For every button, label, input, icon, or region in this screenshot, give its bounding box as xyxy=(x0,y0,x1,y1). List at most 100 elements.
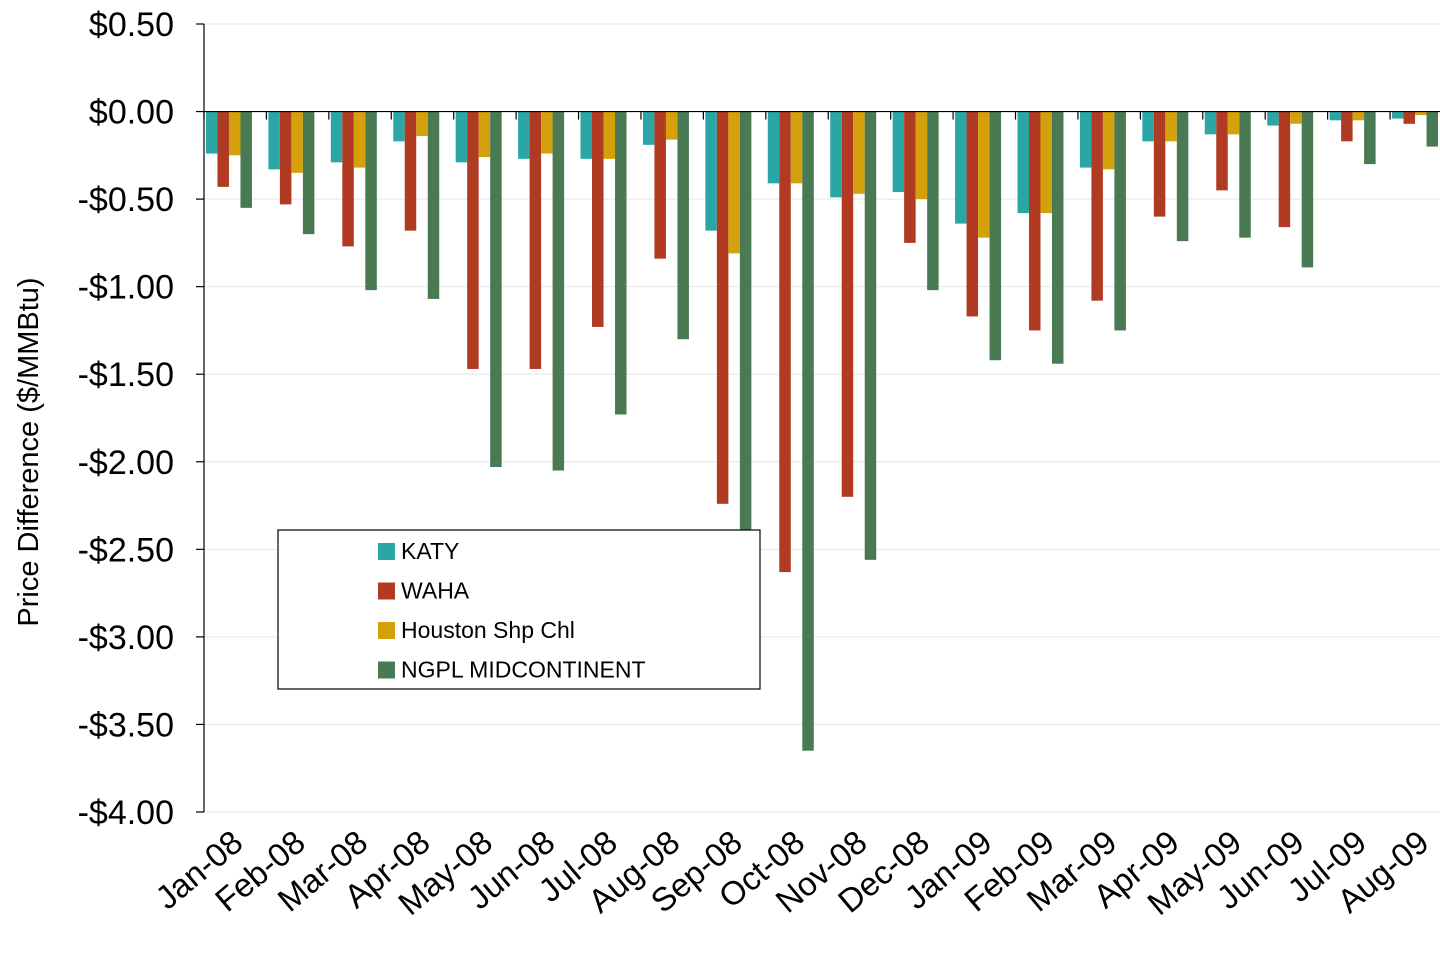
bar xyxy=(1040,111,1052,214)
bar xyxy=(1239,111,1251,238)
y-tick-label: -$3.00 xyxy=(78,619,174,657)
bar xyxy=(830,111,842,198)
bar xyxy=(1028,111,1041,331)
legend-swatch xyxy=(378,661,395,679)
bar xyxy=(1364,111,1376,165)
bar xyxy=(240,111,252,208)
y-tick-label: -$1.00 xyxy=(78,269,174,307)
bar xyxy=(404,111,417,231)
bar xyxy=(1341,111,1353,142)
bar xyxy=(1216,111,1228,191)
bar xyxy=(416,111,428,137)
bar xyxy=(1079,111,1092,168)
bar xyxy=(1290,111,1302,124)
bar xyxy=(767,111,780,184)
bar xyxy=(615,111,627,415)
bar xyxy=(518,111,530,159)
bar xyxy=(342,111,354,247)
bar xyxy=(802,111,814,751)
bar xyxy=(665,111,678,140)
bar xyxy=(1301,111,1314,268)
bar xyxy=(1176,111,1189,242)
bar xyxy=(1142,111,1154,142)
bar xyxy=(529,111,542,369)
y-tick-label: $0.00 xyxy=(89,94,174,132)
y-tick-label: -$0.50 xyxy=(78,181,174,219)
bar xyxy=(677,111,689,340)
bar xyxy=(1091,111,1103,301)
bar xyxy=(279,111,292,205)
legend-box xyxy=(277,529,761,690)
bar xyxy=(642,111,655,145)
y-tick-label: $0.50 xyxy=(89,6,174,44)
bar xyxy=(393,111,405,142)
bar xyxy=(1415,111,1427,116)
bar xyxy=(1278,111,1291,228)
bar xyxy=(654,111,666,259)
gridlines xyxy=(204,23,1440,813)
legend-swatch xyxy=(378,543,395,560)
bar xyxy=(1227,111,1240,135)
legend: KATY WAHA Houston Shp Chl NGPL MIDCONTINENT xyxy=(277,529,761,690)
legend-label: WAHA xyxy=(401,578,470,604)
bar xyxy=(205,111,218,154)
bar xyxy=(1392,111,1404,119)
legend-swatch xyxy=(378,582,395,600)
bar xyxy=(790,111,803,184)
bar xyxy=(864,111,877,560)
y-tick-label: -$4.00 xyxy=(78,794,174,832)
bar xyxy=(302,111,315,235)
bar xyxy=(1204,111,1217,135)
bar xyxy=(904,111,916,243)
bar xyxy=(1017,111,1029,214)
bars xyxy=(205,111,1439,751)
bar xyxy=(716,111,729,504)
bar xyxy=(228,111,241,156)
bar xyxy=(1102,111,1115,170)
bar xyxy=(779,111,791,573)
y-tick-label: -$1.50 xyxy=(78,356,174,394)
legend-swatch xyxy=(378,622,395,639)
bar xyxy=(490,111,502,468)
bar xyxy=(978,111,990,238)
bar xyxy=(892,111,905,193)
bar xyxy=(268,111,280,170)
bar xyxy=(467,111,479,369)
bar xyxy=(966,111,979,317)
bar xyxy=(989,111,1002,361)
bar xyxy=(841,111,854,497)
bar xyxy=(705,111,717,231)
bar xyxy=(1165,111,1177,142)
y-axis-title: Price Difference ($/MMBtu) xyxy=(13,277,45,626)
bar xyxy=(330,111,343,163)
bar xyxy=(541,111,553,154)
legend-label: KATY xyxy=(401,538,459,564)
bar xyxy=(1352,111,1365,121)
bar xyxy=(1426,111,1439,147)
bar xyxy=(927,111,939,291)
legend-label: Houston Shp Chl xyxy=(401,617,575,643)
bar xyxy=(291,111,303,173)
bar xyxy=(1329,111,1342,121)
y-tick-label: -$2.00 xyxy=(78,444,174,482)
bar xyxy=(217,111,229,187)
bar xyxy=(1267,111,1279,126)
bar xyxy=(739,111,752,534)
bar xyxy=(1153,111,1166,217)
axes xyxy=(196,23,1440,813)
bar xyxy=(365,111,377,291)
bar xyxy=(728,111,740,254)
bar xyxy=(603,111,616,159)
bar xyxy=(915,111,928,200)
legend-label: NGPL MIDCONTINENT xyxy=(401,657,646,683)
bar xyxy=(955,111,967,224)
bar xyxy=(853,111,865,194)
bar xyxy=(592,111,604,327)
bar xyxy=(580,111,593,159)
y-tick-label: -$3.50 xyxy=(78,706,174,744)
bar xyxy=(427,111,440,299)
bar xyxy=(1114,111,1126,331)
bar xyxy=(455,111,468,163)
y-tick-label: -$2.50 xyxy=(78,531,174,569)
bar xyxy=(552,111,565,471)
